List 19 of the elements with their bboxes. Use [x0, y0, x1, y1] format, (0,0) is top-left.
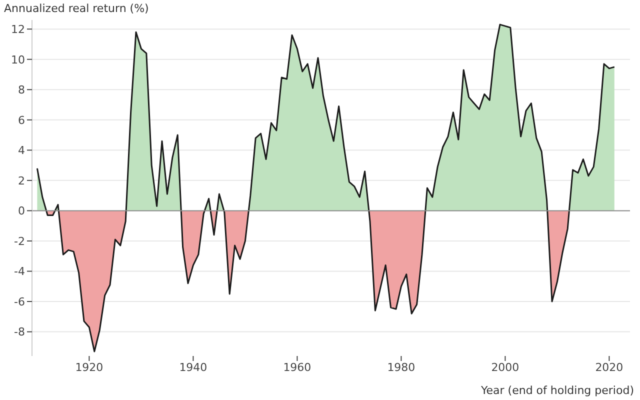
y-tick-label: -4 — [14, 265, 25, 278]
x-tick-label: 1920 — [75, 360, 104, 374]
y-tick-label: 4 — [18, 144, 25, 158]
y-tick-label: 12 — [11, 22, 25, 36]
y-tick-label: 8 — [18, 84, 25, 97]
x-axis-title: Year (end of holding period) — [481, 384, 634, 397]
x-tick-label: 2020 — [595, 360, 624, 374]
y-tick-label: 10 — [11, 53, 25, 66]
y-tick-label: -2 — [14, 234, 25, 248]
y-tick-label: 0 — [18, 204, 25, 218]
y-tick-label: -8 — [14, 326, 25, 339]
y-axis-title: Annualized real return (%) — [4, 2, 149, 15]
x-tick-label: 1960 — [283, 360, 312, 374]
y-tick-label: -6 — [14, 295, 25, 308]
x-tick-label: 1940 — [179, 360, 208, 374]
y-tick-label: 6 — [18, 114, 25, 127]
y-tick-label: 2 — [18, 174, 25, 188]
x-tick-label: 2000 — [491, 360, 520, 374]
x-tick-label: 1980 — [387, 360, 416, 374]
